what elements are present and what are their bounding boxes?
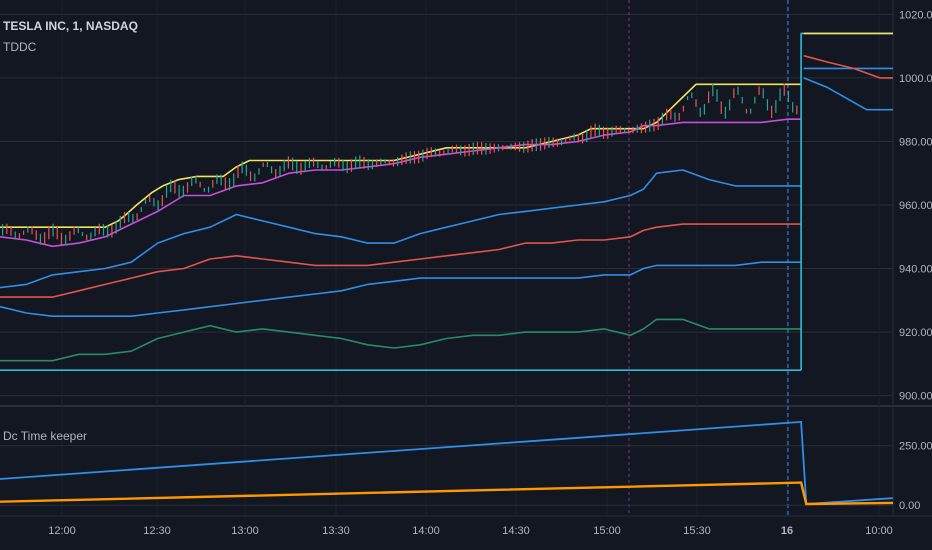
oscillator-series-line-1 (0, 481, 894, 506)
oscillator-panel-grid (0, 445, 893, 506)
price-tick-label: 960.00 (899, 200, 932, 212)
price-tick-label: 940.00 (899, 264, 932, 276)
time-tick-label: 10:00 (865, 525, 893, 537)
price-series-line-10 (803, 54, 893, 79)
oscillator-name: Dc Time keeper (3, 429, 87, 443)
price-series-line-4 (0, 261, 802, 317)
price-tick-label: 1000.00 (899, 73, 932, 85)
time-tick-label: 13:30 (322, 525, 350, 537)
time-tick-label: 14:30 (502, 525, 530, 537)
time-tick-label: 16 (781, 525, 793, 537)
price-tick-label: 1020.00 (899, 9, 932, 21)
price-series-line-3 (0, 223, 802, 298)
oscillator-y-axis[interactable]: 0.00 250.00 (899, 441, 932, 513)
price-y-axis[interactable]: 900.00 920.00 940.00 960.00 980.00 1000.00 102… (899, 9, 932, 402)
indicator-name: TDDC (3, 40, 37, 54)
price-series-line-2 (0, 169, 802, 289)
time-tick-label: 15:30 (683, 525, 711, 537)
osc-tick-label: 0.00 (899, 500, 920, 512)
price-series-line-0 (0, 83, 802, 228)
oscillator-series-line-0 (0, 420, 894, 505)
symbol-title: TESLA INC, 1, NASDAQ (3, 19, 138, 33)
price-series-line-1 (0, 118, 802, 248)
time-x-axis[interactable]: 12:00 12:30 13:00 13:30 14:00 14:30 15:00 15:30… (48, 525, 893, 537)
price-panel-series (0, 32, 893, 371)
time-tick-label: 13:00 (231, 525, 259, 537)
price-panel-grid (0, 0, 932, 517)
price-tick-label: 920.00 (899, 327, 932, 339)
osc-tick-label: 250.00 (899, 441, 932, 453)
time-tick-label: 14:00 (412, 525, 440, 537)
price-tick-label: 980.00 (899, 136, 932, 148)
time-tick-label: 15:00 (593, 525, 621, 537)
price-series-line-11 (803, 77, 893, 111)
price-series-line-5 (0, 318, 802, 362)
time-tick-label: 12:00 (48, 525, 76, 537)
candles (2, 83, 798, 246)
oscillator-panel-series (0, 420, 894, 506)
time-tick-label: 12:30 (143, 525, 171, 537)
price-tick-label: 900.00 (899, 391, 932, 403)
